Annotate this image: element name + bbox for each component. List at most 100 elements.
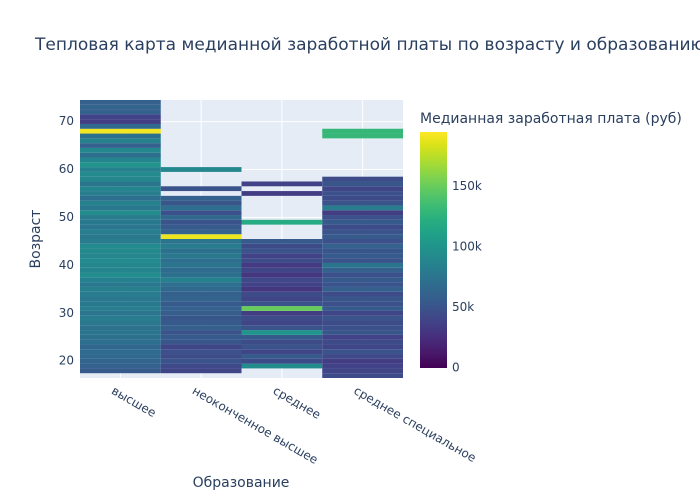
heatmap-cell [80, 243, 161, 249]
heatmap-cell [80, 234, 161, 239]
heatmap-cell [160, 282, 242, 287]
heatmap-cell [322, 373, 403, 378]
heatmap-cell [160, 224, 242, 230]
heatmap-cell [80, 301, 161, 307]
heatmap-cell [322, 310, 403, 316]
heatmap-cell [322, 133, 403, 139]
heatmap-cell [160, 205, 242, 211]
heatmap-cell [160, 363, 242, 369]
heatmap-cell [160, 339, 242, 345]
heatmap-cell [241, 248, 323, 254]
heatmap-cell [160, 219, 242, 225]
heatmap-cell [80, 210, 161, 216]
y-tick-label: 20 [59, 354, 74, 368]
heatmap-cell [160, 291, 242, 297]
heatmap-cell [80, 272, 161, 278]
heatmap-cell [241, 272, 323, 278]
heatmap-cell [80, 162, 161, 168]
heatmap-cell [80, 143, 161, 148]
heatmap-cell [322, 229, 403, 235]
heatmap-cell [322, 282, 403, 287]
heatmap-cell [160, 354, 242, 359]
heatmap-cell [322, 363, 403, 369]
heatmap-cell [322, 325, 403, 331]
heatmap-cell [241, 219, 323, 225]
heatmap-cell [80, 152, 161, 158]
y-tick-label: 70 [59, 114, 74, 128]
heatmap-cell [322, 334, 403, 340]
heatmap-cell [322, 253, 403, 259]
heatmap-cell [160, 368, 242, 374]
heatmap-cell [160, 315, 242, 321]
heatmap-cell [322, 243, 403, 249]
x-tick-label: среднее [271, 384, 323, 422]
heatmap-cell [322, 248, 403, 254]
heatmap-cell [80, 138, 161, 144]
y-tick-label: 50 [59, 210, 74, 224]
heatmap-cell [80, 205, 161, 211]
heatmap-cell [80, 186, 161, 192]
heatmap-cell [80, 310, 161, 316]
heatmap-cell [322, 339, 403, 345]
heatmap-cell [322, 306, 403, 311]
heatmap-cell [160, 186, 242, 192]
heatmap-cell [160, 267, 242, 273]
heatmap-cell [80, 315, 161, 321]
heatmap-cell [80, 277, 161, 283]
heatmap-cell [160, 195, 242, 201]
heatmap-cell [241, 262, 323, 268]
heatmap-cell [160, 301, 242, 307]
heatmap-cell [160, 306, 242, 311]
heatmap-cell [241, 325, 323, 331]
heatmap-cell [160, 167, 242, 172]
heatmap-cell [80, 282, 161, 287]
heatmap-cell [160, 349, 242, 355]
heatmap-cell [241, 253, 323, 259]
heatmap-cell [241, 181, 323, 187]
heatmap-cell [241, 296, 323, 302]
heatmap-cell [160, 253, 242, 259]
heatmap-cell [241, 330, 323, 335]
heatmap-cell [160, 330, 242, 335]
heatmap-cell [322, 277, 403, 283]
heatmap-cell [241, 354, 323, 359]
heatmap-cell [80, 349, 161, 355]
colorbar-tick-label: 150k [452, 179, 482, 193]
heatmap-cell [80, 123, 161, 129]
heatmap-cell [322, 291, 403, 297]
heatmap-cell [322, 272, 403, 278]
heatmap-cell [80, 104, 161, 110]
colorbar [420, 132, 447, 368]
colorbar-tick-label: 50k [452, 300, 474, 314]
heatmap-cell [80, 296, 161, 302]
heatmap-cell [322, 200, 403, 206]
heatmap-cell [241, 339, 323, 345]
heatmap-cell [160, 258, 242, 263]
y-axis-title: Возраст [28, 210, 44, 269]
heatmap-cell [80, 306, 161, 311]
heatmap-cell [160, 200, 242, 206]
heatmap-cell [80, 147, 161, 153]
heatmap-cell [80, 215, 161, 220]
heatmap-cell [80, 344, 161, 350]
heatmap-cell [80, 358, 161, 364]
heatmap-cell [160, 320, 242, 326]
heatmap-cell [322, 181, 403, 187]
heatmap-cell [322, 354, 403, 359]
x-tick-label: среднее специальное [351, 384, 478, 466]
heatmap-cell [160, 248, 242, 254]
heatmap-cell [80, 128, 161, 134]
heatmap-cell [80, 320, 161, 326]
heatmap-cell [160, 215, 242, 220]
heatmap-cell [80, 267, 161, 273]
heatmap-cell [241, 267, 323, 273]
heatmap-cell [322, 358, 403, 364]
heatmap-cell [80, 100, 161, 105]
heatmap-cell [80, 200, 161, 206]
heatmap-cell [241, 306, 323, 311]
heatmap-cell [241, 358, 323, 364]
heatmap-cell [322, 296, 403, 302]
heatmap-cell [241, 363, 323, 369]
heatmap-cell [80, 133, 161, 139]
